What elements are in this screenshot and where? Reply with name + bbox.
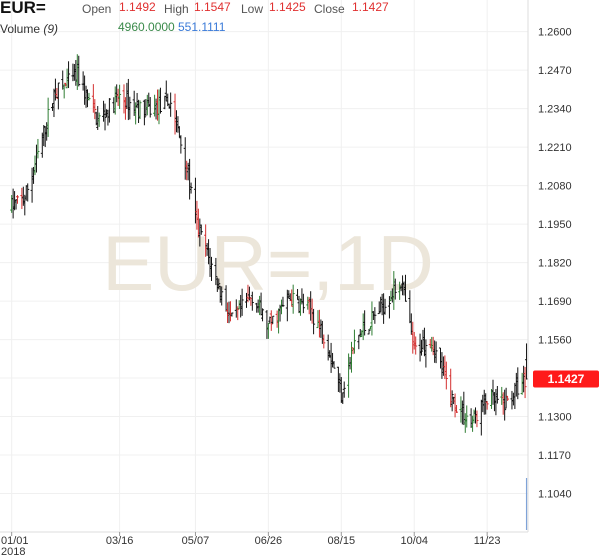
price-tick-label: 1.1170 — [538, 450, 571, 462]
time-tick-label: 08/15 — [328, 535, 356, 547]
last-price-value: 1.1427 — [548, 372, 585, 386]
last-price-tag: 1.1427 — [533, 370, 599, 388]
time-tick-label: 03/16 — [106, 535, 134, 547]
price-tick-label: 1.2340 — [538, 104, 572, 116]
quote-header: EUR= Open 1.1492 High 1.1547 Low 1.1425 … — [0, 0, 600, 40]
high-label: High — [164, 2, 189, 16]
volume-label-text: Volume — [0, 22, 41, 36]
price-tick-label: 1.1300 — [538, 412, 572, 424]
grid — [0, 0, 528, 532]
close-value: 1.1427 — [352, 0, 389, 14]
volume-label: Volume (9) — [0, 22, 58, 36]
volume-ma-value: 551.1111 — [178, 20, 226, 34]
last-price-tag-bg — [533, 370, 599, 388]
low-value: 1.1425 — [269, 0, 306, 14]
time-tick-label: 01/01 — [1, 535, 29, 547]
time-tick-label: 05/07 — [182, 535, 210, 547]
close-label: Close — [314, 2, 345, 16]
time-tick-label: 10/04 — [400, 535, 428, 547]
price-tick-label: 1.1040 — [538, 489, 572, 501]
volume-value: 4960.0000 — [118, 20, 175, 34]
price-tick-label: 1.1950 — [538, 219, 572, 231]
price-tick-label: 1.2080 — [538, 181, 572, 193]
low-label: Low — [241, 2, 264, 16]
price-tick-label: 1.2600 — [538, 27, 572, 39]
watermark: EUR=,1D — [102, 219, 434, 307]
price-tick-label: 1.1560 — [538, 335, 572, 347]
high-value: 1.1547 — [194, 0, 231, 14]
price-tick-label: 1.2210 — [538, 142, 572, 154]
time-tick-label: 11/23 — [474, 535, 501, 547]
price-tick-label: 1.1690 — [538, 296, 572, 308]
time-tick-year: 2018 — [1, 546, 25, 558]
candles — [10, 54, 529, 436]
volume-period: (9) — [43, 22, 59, 36]
open-value: 1.1492 — [119, 0, 156, 14]
open-label: Open — [82, 2, 112, 16]
price-tick-label: 1.2470 — [538, 65, 572, 77]
time-axis: 01/01 03/16 05/07 06/26 08/15 10/04 11/23 2018 — [1, 532, 501, 558]
time-tick-label: 06/26 — [255, 535, 283, 547]
price-tick-label: 1.1820 — [538, 258, 572, 270]
symbol-title: EUR= — [0, 0, 46, 17]
price-axis: 1.2600 1.2470 1.2340 1.2210 1.2080 1.1950 1.18… — [538, 27, 572, 501]
